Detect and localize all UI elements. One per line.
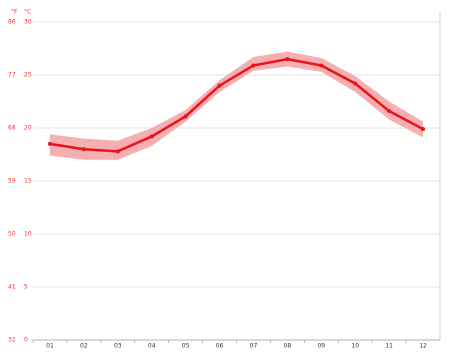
x-tick-label: 04 — [148, 343, 156, 350]
range-band — [49, 51, 424, 160]
x-tick-label: 05 — [182, 343, 190, 350]
point — [47, 141, 52, 146]
y2-tick-label: 41 — [8, 284, 16, 291]
point — [115, 149, 120, 154]
x-tick-label: 12 — [419, 343, 427, 350]
y-tick-label: 0 — [24, 337, 28, 344]
y2-tick-label: 86 — [8, 19, 16, 26]
x-tick-label: 06 — [216, 343, 224, 350]
y-tick-label: 10 — [24, 231, 32, 238]
y2-tick-label: 59 — [8, 178, 16, 185]
point — [319, 63, 324, 68]
point — [81, 147, 86, 152]
y-tick-label: 5 — [24, 284, 28, 291]
point — [217, 83, 222, 88]
y-axis-label: °C — [24, 9, 31, 16]
x-tick-label: 10 — [351, 343, 359, 350]
x-tick-label: 02 — [80, 343, 88, 350]
x-tick-label: 03 — [114, 343, 122, 350]
y-tick-label: 30 — [24, 19, 32, 26]
point — [149, 134, 154, 139]
y2-tick-label: 77 — [8, 72, 16, 79]
x-tick-label: 07 — [250, 343, 258, 350]
point — [251, 63, 256, 68]
x-tick-label: 08 — [284, 343, 292, 350]
point — [353, 81, 358, 86]
y2-tick-label: 68 — [8, 125, 16, 132]
point — [183, 114, 188, 119]
y-tick-label: 20 — [24, 125, 32, 132]
x-tick-label: 01 — [46, 343, 54, 350]
point — [387, 109, 392, 114]
y-tick-label: 15 — [24, 178, 32, 185]
point — [285, 57, 290, 62]
x-tick-label: 09 — [317, 343, 325, 350]
y-tick-label: 25 — [24, 72, 32, 79]
x-tick-label: 11 — [385, 343, 393, 350]
y2-axis-label: °F — [11, 9, 18, 16]
line — [49, 57, 424, 153]
point — [421, 127, 426, 132]
y2-tick-label: 32 — [8, 337, 16, 344]
y2-tick-label: 50 — [8, 231, 16, 238]
